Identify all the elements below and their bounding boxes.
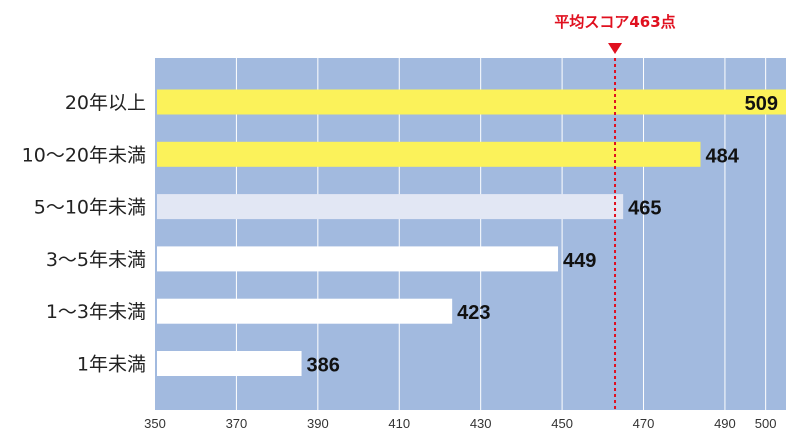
- value-label: 386: [307, 355, 340, 377]
- bar: [157, 298, 453, 324]
- average-label: 平均スコア463点: [554, 13, 675, 31]
- category-label: 10～20年未満: [22, 144, 146, 166]
- gridlines: [235, 58, 767, 410]
- value-labels: 509 484 465 449 423 386: [307, 93, 778, 377]
- average-marker-triangle: [608, 43, 623, 54]
- bar: [157, 246, 559, 272]
- x-tick-label: 410: [388, 416, 410, 431]
- bar: [157, 194, 624, 220]
- category-label: 20年以上: [65, 92, 146, 114]
- value-label: 509: [745, 93, 778, 115]
- bar: [157, 351, 302, 376]
- x-axis-ticks: 350 370 390 410 430 450 470 490 500: [144, 416, 776, 431]
- x-tick-label: 370: [226, 416, 248, 431]
- x-tick-label: 450: [551, 416, 573, 431]
- x-tick-label: 430: [470, 416, 492, 431]
- bar: [157, 141, 701, 167]
- category-label: 3～5年未満: [46, 249, 146, 271]
- value-label: 423: [457, 302, 490, 324]
- value-label: 484: [706, 145, 740, 167]
- value-label: 465: [628, 198, 661, 220]
- value-label: 449: [563, 250, 596, 272]
- category-labels: 20年以上 10～20年未満 5～10年未満 3～5年未満 1～3年未満 1年未満: [22, 92, 146, 376]
- x-tick-label: 490: [714, 416, 736, 431]
- x-tick-label: 500: [755, 416, 777, 431]
- x-tick-label: 350: [144, 416, 166, 431]
- category-label: 1年未満: [77, 354, 146, 376]
- category-label: 1～3年未満: [46, 301, 146, 323]
- x-tick-label: 390: [307, 416, 329, 431]
- average-reference: 平均スコア463点: [554, 13, 676, 410]
- bars: [157, 89, 786, 376]
- category-label: 5～10年未満: [34, 197, 146, 219]
- x-tick-label: 470: [633, 416, 655, 431]
- bar: [157, 89, 786, 115]
